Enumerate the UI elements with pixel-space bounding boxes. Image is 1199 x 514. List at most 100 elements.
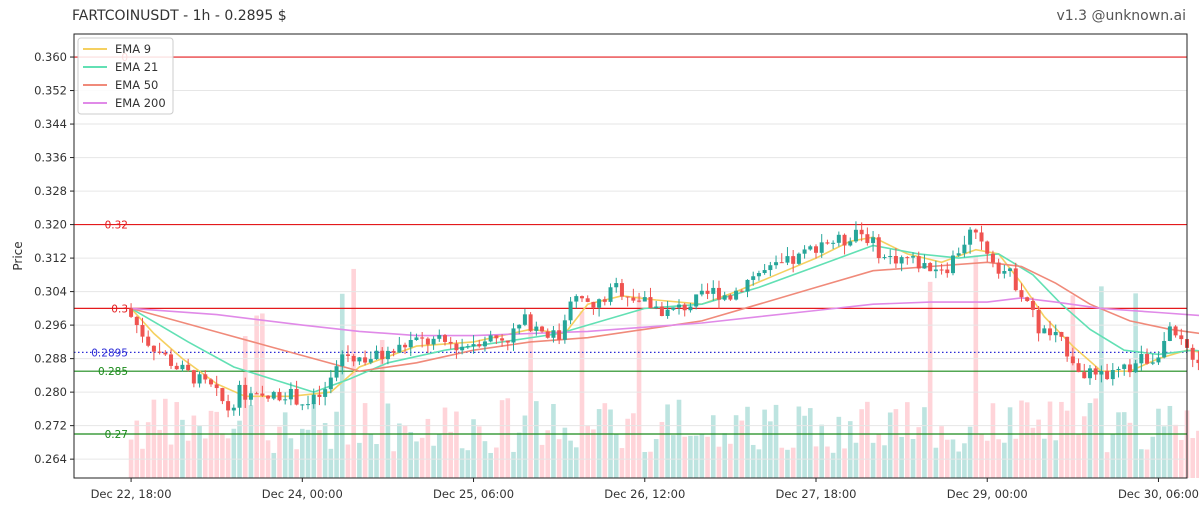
x-tick-label: Dec 22, 18:00 [91,487,172,501]
candle-body [1156,357,1161,363]
candle-body [1196,359,1199,364]
legend: EMA 9 EMA 21 EMA 50 EMA 200 [77,37,174,115]
volume-bar [1133,293,1138,478]
volume-bar [408,431,414,478]
candle-body [471,344,476,347]
candle-body [1030,301,1035,310]
candle-body [488,335,493,342]
volume-bar [659,421,665,478]
candle-body [905,257,910,259]
volume-bar [653,439,659,478]
level-label: 0.2895 [91,347,128,359]
volume-bar [613,434,619,478]
candle-body [511,328,516,343]
candle-body [380,350,385,360]
candle-body [814,246,818,253]
candle-body [808,246,813,250]
candle-body [1162,340,1167,358]
candle-body [899,257,904,264]
candle-body [534,326,539,331]
volume-bar [282,412,288,478]
volume-bar [710,415,716,478]
volume-bar [693,435,699,478]
candle-body [728,295,733,300]
y-axis-label: Price [11,241,25,270]
volume-bar [802,415,807,478]
candle-body [1122,364,1127,369]
candle-body [306,404,311,406]
candle-body [557,330,562,340]
volume-bar [202,438,208,478]
candle-body [694,294,699,307]
candle-body [248,393,253,400]
candle-body [334,366,339,378]
candle-body [397,344,402,353]
chart-title: FARTCOINUSDT - 1h - 0.2895 $ [72,8,287,24]
candle-body [979,232,984,242]
candle-body [1173,326,1178,336]
volume-bar [476,426,482,478]
volume-bars [128,255,1199,478]
candle-body [134,316,139,326]
volume-bar [545,430,551,478]
candle-body [950,255,955,274]
candle-body [990,253,995,263]
candle-body [968,229,973,245]
volume-bar [916,427,922,478]
candle-body [1002,271,1007,274]
candle-body [716,287,721,300]
x-tick-label: Dec 24, 00:00 [262,487,343,501]
candle-body [323,389,328,397]
candle-body [722,295,727,300]
volume-bar [956,451,961,478]
volume-bar [602,403,608,478]
candle-body [699,290,704,295]
volume-bar [317,430,322,478]
volume-bar [499,400,505,478]
volume-bar [145,422,151,478]
candle-body [973,229,978,233]
volume-bar [1173,424,1178,478]
volume-bar [745,406,750,478]
y-tick-label: 0.280 [34,385,67,399]
candle-body [631,297,636,301]
candle-body [522,314,527,325]
y-tick-label: 0.336 [34,151,67,165]
volume-bar [853,442,859,478]
candle-body [1013,268,1018,291]
y-tick-label: 0.328 [34,184,67,198]
y-tick-label: 0.304 [34,285,67,299]
candle-body [1076,363,1081,373]
candle-body [779,262,784,264]
volume-bar [379,339,385,478]
volume-bar [1002,442,1007,478]
candle-body [682,304,687,311]
candle-body [688,306,693,311]
volume-bar [300,428,305,478]
volume-bar [648,451,653,478]
volume-bar [1059,401,1064,478]
candle-body [237,384,242,408]
level-label: 0.3 [111,303,128,315]
candle-body [956,253,961,256]
candle-body [374,350,379,360]
candle-body [1190,347,1195,360]
volume-bar [882,445,887,478]
ema-line [130,261,1199,373]
volume-bar [893,409,899,478]
candle-body [933,269,938,272]
candle-body [403,344,408,348]
candle-body [774,262,779,266]
candle-body [174,365,179,370]
volume-bar [979,433,984,478]
candle-body [146,336,151,346]
candle-body [294,388,299,405]
volume-bar [1110,433,1116,478]
volume-bar [288,438,294,478]
volume-bar [688,435,693,478]
candle-body [157,351,162,353]
candle-body [876,237,881,259]
candle-body [882,257,887,259]
volume-bar [865,401,870,478]
candle-body [197,374,202,384]
